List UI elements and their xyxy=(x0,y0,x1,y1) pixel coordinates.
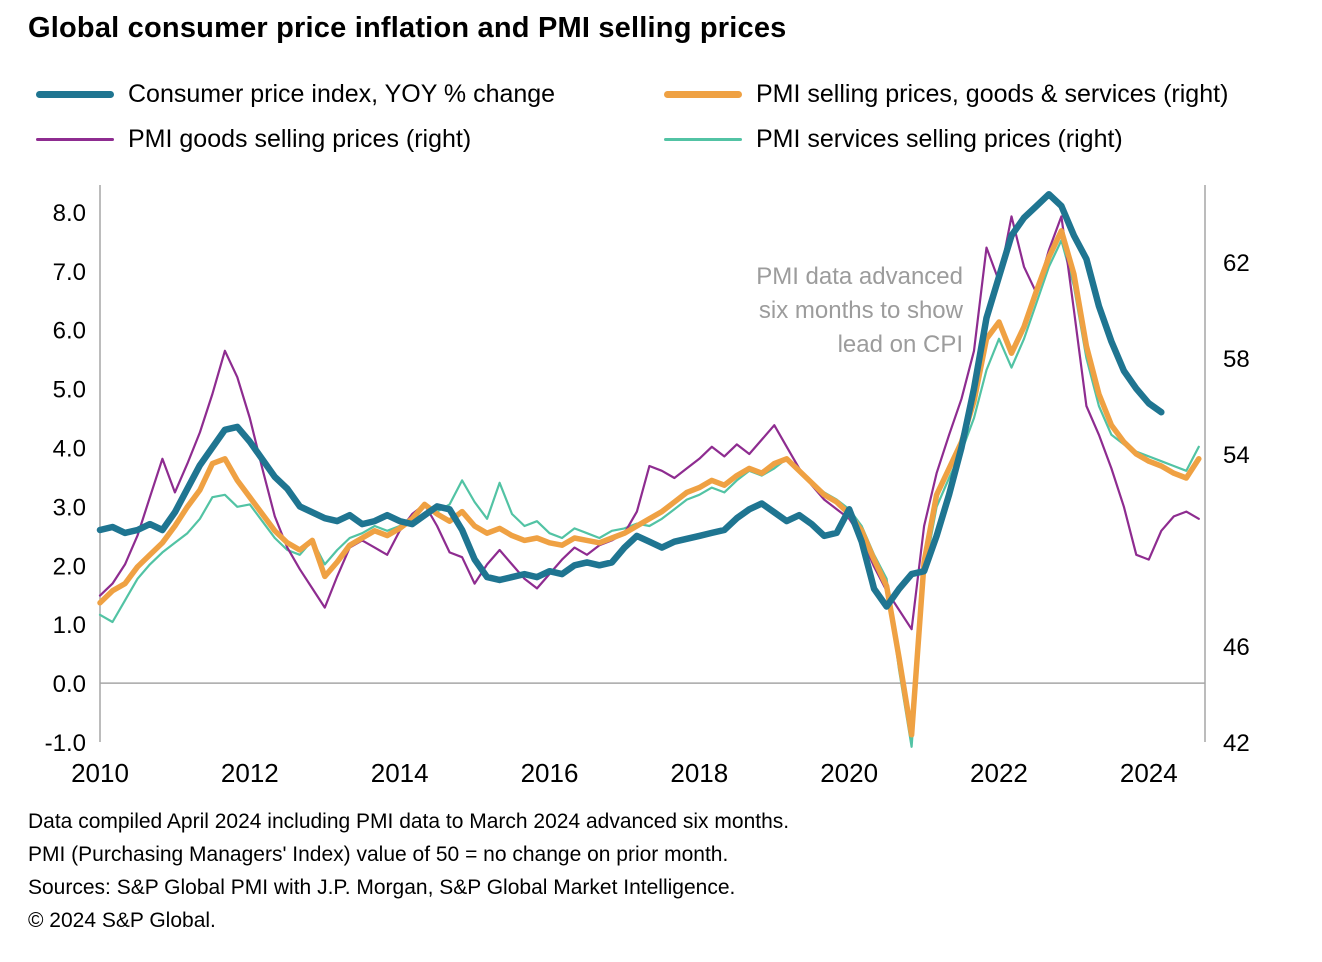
legend-label-pmi-services: PMI services selling prices (right) xyxy=(756,125,1123,153)
right-axis-tick: 54 xyxy=(1223,442,1250,469)
footer-note-copyright: © 2024 S&P Global. xyxy=(28,909,216,932)
x-axis-tick: 2014 xyxy=(371,758,429,788)
chart-annotation: lead on CPI xyxy=(838,331,963,358)
pmi-composite-line-swatch xyxy=(664,91,742,98)
right-axis-tick: 42 xyxy=(1223,730,1250,757)
x-axis-tick: 2016 xyxy=(521,758,579,788)
footer-note-pmi-definition: PMI (Purchasing Managers' Index) value o… xyxy=(28,843,729,866)
x-axis-tick: 2010 xyxy=(71,758,129,788)
footer-notes: Data compiled April 2024 including PMI d… xyxy=(28,810,1288,942)
left-axis-tick: 1.0 xyxy=(53,612,86,639)
x-axis-tick: 2020 xyxy=(820,758,878,788)
x-axis-tick: 2012 xyxy=(221,758,279,788)
x-axis-tick: 2024 xyxy=(1120,758,1178,788)
series-line-pmi-goods xyxy=(98,215,1200,631)
chart-annotation: PMI data advanced xyxy=(756,263,963,290)
pmi-services-line-swatch xyxy=(664,138,742,141)
legend-item-cpi: Consumer price index, YOY % change xyxy=(36,80,664,109)
legend-item-pmi-services: PMI services selling prices (right) xyxy=(664,125,1298,154)
x-axis-tick: 2022 xyxy=(970,758,1028,788)
x-axis-tick: 2018 xyxy=(670,758,728,788)
legend-label-pmi-goods: PMI goods selling prices (right) xyxy=(128,125,472,153)
left-axis-tick: 6.0 xyxy=(53,318,86,345)
chart-annotation: six months to show xyxy=(759,297,964,324)
left-axis-tick: 7.0 xyxy=(53,259,86,286)
legend-label-cpi: Consumer price index, YOY % change xyxy=(128,80,556,108)
footer-note-sources: Sources: S&P Global PMI with J.P. Morgan… xyxy=(28,876,736,899)
left-axis-tick: -1.0 xyxy=(45,730,86,757)
right-axis-tick: 58 xyxy=(1223,346,1250,373)
left-axis-tick: 4.0 xyxy=(53,436,86,463)
right-axis-tick: 46 xyxy=(1223,634,1250,661)
series-line-pmi-composite xyxy=(97,228,1202,738)
chart-title: Global consumer price inflation and PMI … xyxy=(28,12,787,44)
series-line-pmi-services xyxy=(98,239,1200,748)
left-axis-tick: 2.0 xyxy=(53,553,86,580)
left-axis-tick: 8.0 xyxy=(53,200,86,227)
footer-note-data-compiled: Data compiled April 2024 including PMI d… xyxy=(28,810,790,833)
pmi-goods-line-swatch xyxy=(36,138,114,141)
legend-item-pmi-composite: PMI selling prices, goods & services (ri… xyxy=(664,80,1298,109)
legend: Consumer price index, YOY % change PMI s… xyxy=(36,80,1298,154)
legend-label-pmi-composite: PMI selling prices, goods & services (ri… xyxy=(756,80,1229,108)
right-axis-tick: 62 xyxy=(1223,250,1250,277)
left-axis-tick: 0.0 xyxy=(53,671,86,698)
series-line-cpi xyxy=(96,190,1165,610)
left-axis-tick: 5.0 xyxy=(53,377,86,404)
cpi-line-swatch xyxy=(36,91,114,98)
legend-item-pmi-goods: PMI goods selling prices (right) xyxy=(36,125,664,154)
left-axis-tick: 3.0 xyxy=(53,494,86,521)
